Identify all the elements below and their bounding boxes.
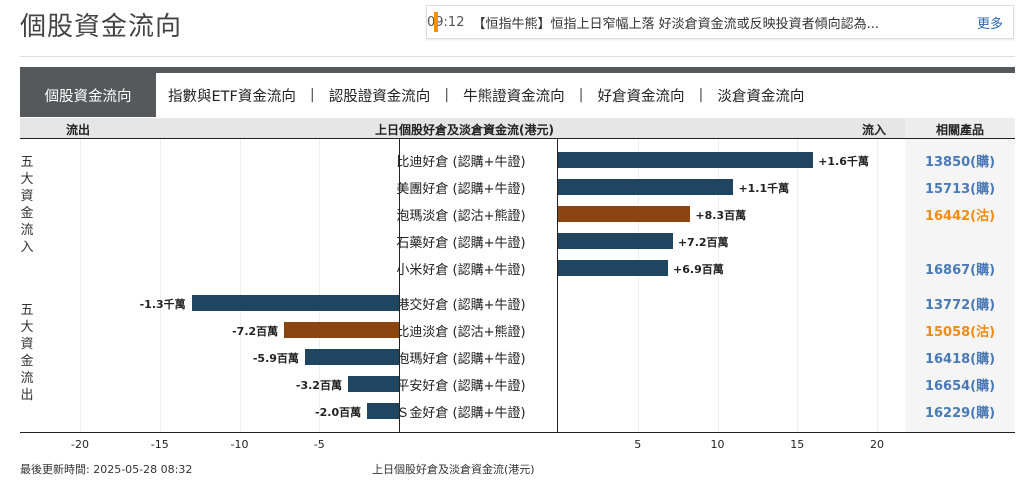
bar-value-label: -3.2百萬 bbox=[295, 379, 342, 392]
axis-tick-label: -5 bbox=[313, 438, 325, 451]
flow-bar[interactable] bbox=[558, 179, 734, 195]
flow-bar[interactable] bbox=[347, 376, 399, 392]
related-product-link[interactable]: 16418(購) bbox=[924, 352, 996, 367]
gridline bbox=[80, 139, 81, 432]
axis-tick-label: -20 bbox=[71, 438, 89, 451]
related-product-link[interactable]: 13850(購) bbox=[924, 155, 996, 170]
gridline bbox=[319, 139, 321, 432]
tab-index-etf-flow[interactable]: 指數與ETF資金流向 bbox=[168, 88, 296, 105]
stock-label: 泡瑪好倉 (認購+牛證) bbox=[396, 352, 526, 367]
stock-label: 小米好倉 (認購+牛證) bbox=[396, 263, 526, 278]
flow-bar[interactable] bbox=[367, 403, 399, 419]
bar-value-label: -7.2百萬 bbox=[232, 325, 279, 338]
bar-value-label: -5.9百萬 bbox=[252, 352, 299, 365]
bar-value-label: +1.1千萬 bbox=[738, 182, 790, 195]
divider bbox=[20, 56, 1015, 57]
axis-tick-label: 20 bbox=[870, 438, 884, 451]
gridline bbox=[877, 139, 878, 432]
tab-cbbc-flow[interactable]: 牛熊證資金流向 bbox=[463, 88, 565, 105]
chart-header: 流出 上日個股好倉及淡倉資金流(港元) 流入 相關產品 bbox=[20, 118, 1015, 138]
fund-flow-chart: 比迪好倉 (認購+牛證) +1.6千萬 13850(購) 美團好倉 (認購+牛證) +1… bbox=[20, 138, 1015, 433]
tab-bear-flow[interactable]: 淡倉資金流向 bbox=[717, 88, 805, 105]
news-headline[interactable]: 【恒指牛熊】恒指上日窄幅上落 好淡倉資金流或反映投資者傾向認為... bbox=[472, 16, 879, 32]
bar-value-label: +1.6千萬 bbox=[818, 155, 869, 168]
axis-tick-label: -10 bbox=[230, 438, 249, 451]
axis-tick-label: 15 bbox=[790, 438, 805, 451]
related-product-link[interactable]: 15058(沽) bbox=[924, 325, 996, 340]
related-product-link[interactable]: 16654(購) bbox=[924, 379, 996, 394]
gridline bbox=[239, 139, 241, 432]
gridline bbox=[159, 139, 161, 432]
related-product-link[interactable]: 16442(沽) bbox=[924, 209, 996, 224]
stock-label: 平安好倉 (認購+牛證) bbox=[396, 379, 526, 394]
axis-tick-label: 10 bbox=[710, 438, 725, 451]
gridline bbox=[797, 139, 799, 432]
tab-bull-flow[interactable]: 好倉資金流向 bbox=[597, 88, 685, 105]
flow-bar[interactable] bbox=[558, 152, 814, 168]
outflow-header: 流出 bbox=[66, 123, 91, 137]
more-link[interactable]: 更多 bbox=[976, 16, 1003, 32]
stock-label: 港交好倉 (認購+牛證) bbox=[396, 298, 526, 313]
bar-value-label: +7.2百萬 bbox=[677, 236, 729, 249]
bar-value-label: +8.3百萬 bbox=[695, 209, 747, 222]
stock-label: Ｓ金好倉 (認購+牛證) bbox=[396, 406, 526, 421]
bar-value-label: +6.9百萬 bbox=[673, 263, 724, 276]
group-inflow-label: 五大資金流入 bbox=[20, 155, 34, 255]
flow-bar[interactable] bbox=[284, 322, 399, 338]
products-column bbox=[905, 139, 1015, 432]
flow-bar[interactable] bbox=[191, 295, 399, 311]
chart-header-title: 上日個股好倉及淡倉資金流(港元) bbox=[375, 123, 554, 137]
stock-label: 泡瑪淡倉 (認沽+熊證) bbox=[396, 209, 526, 224]
axis-tick-label: 5 bbox=[634, 438, 642, 451]
news-time: 09:12 bbox=[427, 14, 465, 30]
flow-bar[interactable] bbox=[558, 206, 691, 222]
stock-label: 石藥好倉 (認購+牛證) bbox=[396, 236, 526, 251]
last-updated: 最後更新時間: 2025-05-28 08:32 bbox=[20, 463, 193, 476]
stock-label: 比迪淡倉 (認沽+熊證) bbox=[396, 325, 526, 340]
products-header: 相關產品 bbox=[905, 118, 1015, 138]
related-product-link[interactable]: 15713(購) bbox=[924, 182, 996, 197]
tab-stock-flow[interactable]: 個股資金流向 bbox=[20, 73, 156, 117]
news-ticker[interactable]: 09:12 【恒指牛熊】恒指上日窄幅上落 好淡倉資金流或反映投資者傾向認為...… bbox=[426, 5, 1014, 39]
stock-label: 美團好倉 (認購+牛證) bbox=[396, 182, 526, 197]
label-column bbox=[399, 139, 558, 432]
related-product-link[interactable]: 16867(購) bbox=[924, 263, 996, 278]
flow-bar[interactable] bbox=[304, 349, 399, 365]
gridline bbox=[717, 139, 719, 432]
flow-bar[interactable] bbox=[558, 260, 669, 276]
chart-caption: 上日個股好倉及淡倉資金流(港元) bbox=[372, 463, 535, 476]
related-product-link[interactable]: 13772(購) bbox=[924, 298, 996, 313]
news-accent-bar bbox=[434, 12, 438, 32]
tab-bar: 個股資金流向 指數與ETF資金流向 | 認股證資金流向 | 牛熊證資金流向 | 好倉資… bbox=[20, 67, 1015, 117]
related-product-link[interactable]: 16229(購) bbox=[924, 406, 996, 421]
group-outflow-label: 五大資金流出 bbox=[20, 303, 34, 403]
inflow-header: 流入 bbox=[862, 123, 887, 137]
stock-label: 比迪好倉 (認購+牛證) bbox=[396, 155, 526, 170]
flow-bar[interactable] bbox=[558, 233, 673, 249]
gridline bbox=[637, 139, 639, 432]
tab-warrant-flow[interactable]: 認股證資金流向 bbox=[328, 88, 431, 105]
bar-value-label: -2.0百萬 bbox=[315, 406, 362, 419]
bar-value-label: -1.3千萬 bbox=[139, 298, 186, 311]
page-title: 個股資金流向 bbox=[20, 12, 183, 42]
axis-tick-label: -15 bbox=[150, 438, 169, 451]
